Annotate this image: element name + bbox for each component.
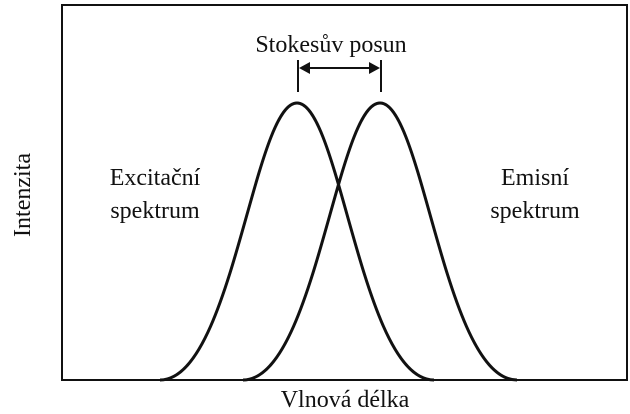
frame bbox=[61, 4, 628, 381]
emission-curve bbox=[242, 101, 518, 382]
curve-label: Emisní bbox=[501, 165, 569, 191]
excitation-curve bbox=[159, 101, 435, 382]
x-axis-label: Vlnová délka bbox=[281, 387, 410, 413]
stokes-arrow bbox=[297, 60, 382, 92]
curve-label: spektrum bbox=[110, 198, 200, 224]
curve-label: spektrum bbox=[490, 198, 580, 224]
stokes-label: Stokesův posun bbox=[255, 32, 406, 58]
curve-label: Excitační bbox=[110, 165, 201, 191]
y-axis-label: Intenzita bbox=[10, 153, 36, 237]
